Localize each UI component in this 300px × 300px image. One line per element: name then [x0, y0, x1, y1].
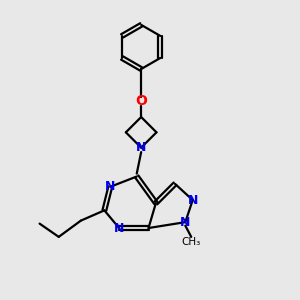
- Text: N: N: [180, 216, 190, 229]
- Text: O: O: [135, 94, 147, 108]
- Text: N: N: [105, 180, 116, 193]
- Text: N: N: [188, 194, 198, 207]
- Text: N: N: [136, 141, 146, 154]
- Text: N: N: [114, 221, 124, 235]
- Text: CH₃: CH₃: [182, 237, 201, 247]
